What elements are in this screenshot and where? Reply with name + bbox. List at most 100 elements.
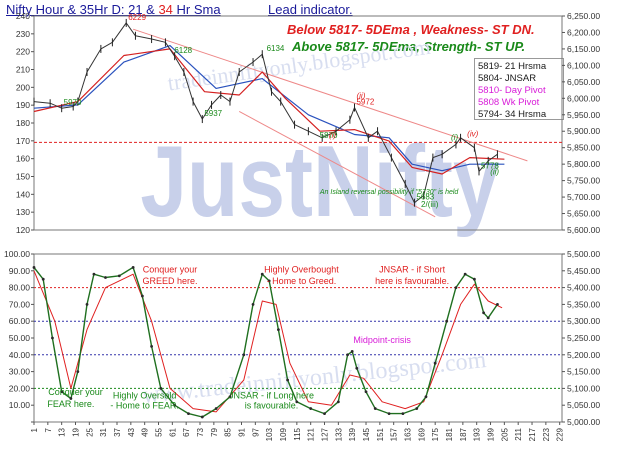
x-tick-label: 37	[113, 427, 122, 436]
chart-annotation: 2/(iii)	[421, 200, 439, 209]
y-tick-label: 30.00	[9, 367, 31, 377]
y-tick-label: 80.00	[9, 283, 31, 293]
y-tick-label: 5,500.00	[567, 249, 600, 259]
x-tick-label: 163	[404, 427, 413, 441]
legend-entry: 5794- 34 Hrsma	[478, 109, 547, 120]
y-tick-label: 6,200.00	[567, 27, 600, 37]
oscillator-point	[415, 407, 419, 410]
oscillator-point	[41, 277, 45, 281]
oscillator-point	[251, 303, 255, 306]
y-tick-label: 150	[16, 172, 30, 182]
y-tick-label: 5,000.00	[567, 417, 600, 427]
x-tick-label: 79	[210, 427, 219, 436]
y-tick-label: 5,250.00	[567, 333, 600, 343]
y-tick-label: 210	[16, 65, 30, 75]
y-tick-label: 200	[16, 82, 30, 92]
legend-entry: 5804- JNSAR	[478, 73, 537, 84]
chart-annotation: 6134	[267, 44, 285, 53]
oscillator-annotation: Conquer your	[48, 387, 103, 397]
signal-line	[33, 270, 503, 413]
x-tick-label: 205	[500, 427, 509, 441]
x-tick-label: 181	[445, 427, 454, 441]
chart-annotation: 6128	[174, 46, 192, 55]
x-tick-label: 91	[238, 427, 247, 436]
oscillator-point	[445, 319, 449, 323]
oscillator-point	[228, 395, 232, 399]
watermark-url: www.tradeinniftyonly.blogspot.com	[141, 347, 488, 409]
sma21-line	[33, 48, 505, 175]
y-tick-label: 50.00	[9, 333, 31, 343]
oscillator-annotation: JNSAR - if Short	[379, 264, 446, 274]
price-line	[33, 22, 498, 204]
oscillator-point	[401, 412, 405, 415]
x-tick-label: 49	[141, 427, 150, 436]
oscillator-point	[260, 272, 264, 276]
oscillator-point	[267, 279, 271, 283]
x-tick-label: 139	[348, 427, 357, 441]
chart-annotation: 5937	[204, 109, 222, 118]
lead-indicator-label: Lead indicator.	[268, 2, 353, 17]
y-tick-label: 5,600.00	[567, 225, 600, 235]
y-tick-label: 20.00	[9, 383, 31, 393]
y-tick-label: 130	[16, 207, 30, 217]
x-tick-label: 175	[431, 427, 440, 441]
x-tick-label: 229	[556, 427, 565, 441]
oscillator-point	[482, 311, 486, 315]
y-tick-label: 70.00	[9, 299, 31, 309]
x-tick-label: 133	[334, 427, 343, 441]
x-tick-label: 1	[30, 427, 39, 432]
oscillator-point	[286, 378, 290, 382]
oscillator-point	[387, 412, 391, 415]
chart-annotation: (iv)	[467, 129, 478, 138]
y-tick-label: 5,850.00	[567, 143, 600, 153]
x-tick-label: 43	[127, 427, 136, 436]
y-tick-label: 160	[16, 154, 30, 164]
y-tick-label: 5,750.00	[567, 176, 600, 186]
y-tick-label: 6,150.00	[567, 44, 600, 54]
oscillator-point	[433, 361, 437, 365]
x-tick-label: 19	[72, 427, 81, 436]
x-tick-label: 127	[321, 427, 330, 441]
chart-annotation: 6229	[128, 13, 146, 22]
oscillator-annotation: Midpoint-crisis	[353, 335, 411, 345]
y-tick-label: 5,100.00	[567, 383, 600, 393]
oscillator-annotation: GREED here.	[143, 276, 198, 286]
oscillator-point	[51, 336, 54, 340]
y-tick-label: 40.00	[9, 350, 31, 360]
oscillator-point	[496, 303, 499, 306]
y-tick-label: 5,150.00	[567, 367, 600, 377]
x-tick-label: 145	[362, 427, 371, 441]
oscillator-point	[159, 387, 163, 390]
below-line-label: Below 5817- 5DEma , Weakness- ST DN.	[287, 22, 535, 37]
y-tick-label: 5,350.00	[567, 299, 600, 309]
oscillator-point	[140, 294, 144, 298]
chart-annotation: 5870	[320, 131, 338, 140]
x-tick-label: 103	[265, 427, 274, 441]
oscillator-annotation: JNSAR - if Long here	[229, 390, 314, 400]
y-tick-label: 230	[16, 29, 30, 39]
y-tick-label: 5,050.00	[567, 400, 600, 410]
y-tick-label: 60.00	[9, 316, 31, 326]
oscillator-point	[92, 272, 96, 276]
oscillator-point	[364, 390, 368, 394]
x-tick-label: 169	[417, 427, 426, 441]
y-tick-label: 5,400.00	[567, 283, 600, 293]
oscillator-point	[131, 266, 135, 269]
x-tick-label: 115	[293, 427, 302, 440]
y-tick-label: 6,100.00	[567, 60, 600, 70]
x-tick-label: 217	[528, 427, 537, 441]
oscillator-point	[463, 272, 467, 276]
x-tick-label: 121	[307, 427, 316, 441]
x-tick-label: 151	[376, 427, 385, 441]
oscillator-point	[373, 407, 377, 410]
y-tick-label: 170	[16, 136, 30, 146]
chart-annotation: 5778	[481, 161, 499, 170]
x-tick-label: 211	[514, 427, 523, 440]
y-tick-label: 6,050.00	[567, 77, 600, 87]
x-tick-label: 109	[279, 427, 288, 441]
oscillator-point	[472, 277, 476, 281]
x-tick-label: 55	[155, 427, 164, 436]
oscillator-point	[69, 397, 73, 400]
y-tick-label: 100.00	[4, 249, 30, 259]
oscillator-point	[150, 345, 153, 348]
